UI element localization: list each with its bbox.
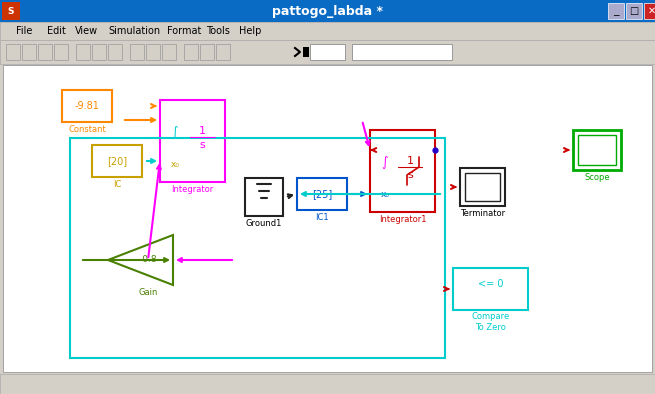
Text: 100%: 100%	[286, 379, 314, 389]
Polygon shape	[108, 235, 173, 285]
Bar	[200, 44, 214, 60]
Text: Help: Help	[239, 26, 261, 36]
Bar	[352, 44, 452, 60]
Bar	[92, 44, 106, 60]
Text: ✕: ✕	[648, 6, 655, 16]
Text: Format: Format	[167, 26, 201, 36]
Text: ∫: ∫	[382, 156, 388, 169]
Text: Simulation: Simulation	[108, 26, 160, 36]
Bar	[0, 22, 655, 40]
Text: Ready: Ready	[25, 379, 56, 389]
Bar	[38, 44, 52, 60]
Bar	[0, 374, 655, 394]
Bar	[3, 65, 652, 372]
Text: Terminator: Terminator	[460, 209, 505, 218]
Text: File: File	[16, 26, 33, 36]
Bar	[6, 44, 20, 60]
Text: x₀: x₀	[170, 160, 179, 169]
Text: IC1: IC1	[315, 213, 329, 222]
Bar	[92, 145, 142, 177]
Text: -0.8: -0.8	[140, 255, 157, 264]
Text: s: s	[407, 170, 413, 180]
Text: [20]: [20]	[107, 156, 127, 166]
Text: Constant: Constant	[68, 125, 106, 134]
Bar	[130, 44, 144, 60]
Bar	[370, 130, 435, 212]
Bar	[76, 44, 90, 60]
Text: Ground1: Ground1	[246, 219, 282, 228]
Bar	[303, 47, 309, 57]
Bar	[2, 2, 20, 20]
Bar	[626, 3, 642, 19]
Text: pattogo_labda *: pattogo_labda *	[272, 4, 383, 17]
Bar	[0, 0, 655, 22]
Bar	[573, 130, 621, 170]
Bar	[70, 138, 445, 358]
Text: 30: 30	[324, 47, 336, 57]
Text: 1: 1	[407, 156, 413, 166]
Bar	[644, 3, 655, 19]
Bar	[160, 100, 225, 182]
Text: Tools: Tools	[206, 26, 230, 36]
Bar	[297, 178, 347, 210]
Text: Gain: Gain	[139, 288, 159, 297]
Text: Compare
To Zero: Compare To Zero	[472, 312, 510, 332]
Text: □: □	[629, 6, 639, 16]
Text: S: S	[8, 6, 14, 15]
Bar	[465, 173, 500, 201]
Bar	[184, 44, 198, 60]
Bar	[310, 44, 345, 60]
Bar	[460, 168, 505, 206]
Text: View: View	[75, 26, 98, 36]
Bar	[245, 178, 283, 216]
Bar	[146, 44, 160, 60]
Bar	[216, 44, 230, 60]
Text: <= 0: <= 0	[477, 279, 503, 289]
Text: IC: IC	[113, 180, 121, 189]
Bar	[22, 44, 36, 60]
Text: x₀: x₀	[381, 190, 390, 199]
Bar	[162, 44, 176, 60]
Bar	[453, 268, 528, 310]
Bar	[108, 44, 122, 60]
Text: Normal: Normal	[384, 47, 420, 57]
Bar	[0, 40, 655, 64]
Text: Integrator1: Integrator1	[379, 215, 426, 224]
Text: ∫: ∫	[172, 126, 178, 139]
Bar	[608, 3, 624, 19]
Text: Edit: Edit	[47, 26, 66, 36]
Text: ode45: ode45	[575, 379, 605, 389]
Bar	[62, 90, 112, 122]
Bar	[578, 135, 616, 165]
Text: Integrator: Integrator	[172, 185, 214, 194]
Bar	[54, 44, 68, 60]
Text: -9.81: -9.81	[75, 101, 100, 111]
Text: 1: 1	[198, 126, 206, 136]
Text: _: _	[613, 6, 619, 16]
Text: [25]: [25]	[312, 189, 332, 199]
Text: s: s	[199, 140, 205, 150]
Text: Scope: Scope	[584, 173, 610, 182]
